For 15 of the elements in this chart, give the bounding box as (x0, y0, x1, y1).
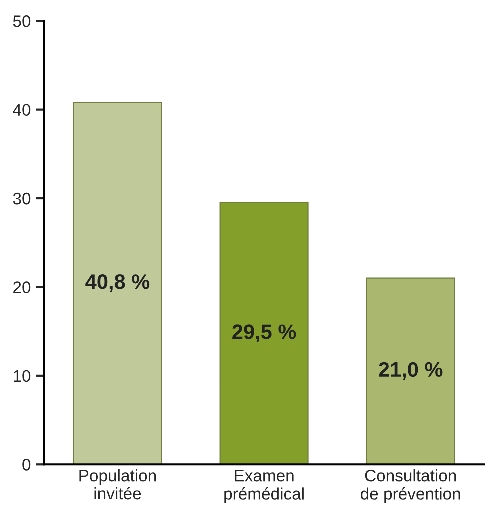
y-tick-label: 20 (14, 282, 31, 294)
data-label: 40,8 % (86, 274, 150, 292)
bar (73, 102, 162, 465)
bar (220, 202, 309, 465)
y-tick-label: 30 (13, 192, 31, 205)
data-label: 21,0 % (379, 362, 443, 380)
bar (366, 278, 456, 465)
y-tick-label: 10 (14, 370, 31, 382)
x-tick-label: Consultation de prévention (361, 470, 460, 504)
y-tick-label: 0 (22, 459, 31, 471)
y-tick-label: 40 (13, 104, 31, 116)
y-tick-label: 50 (13, 16, 31, 28)
data-label: 29,5 % (232, 324, 296, 342)
x-tick-label: Examen prémédical (224, 470, 304, 504)
x-tick-label: Population invitée (80, 470, 156, 500)
